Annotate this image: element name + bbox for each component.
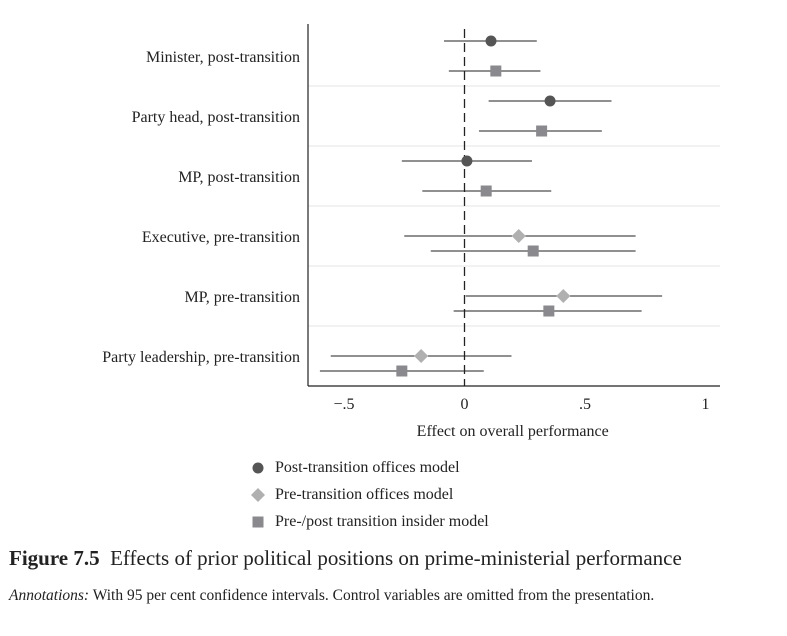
figure-caption: Figure 7.5 Effects of prior political po… [9, 546, 682, 571]
x-tick-label: 0 [461, 396, 469, 413]
x-tick-label: .5 [579, 396, 591, 413]
y-category-label: MP, pre-transition [184, 289, 300, 306]
legend-item: Post-transition offices model [250, 454, 489, 481]
circle-icon [252, 462, 264, 473]
legend-item: Pre-/post transition insider model [250, 508, 489, 535]
point-estimate-square [536, 125, 548, 137]
figure-label: Figure 7.5 [9, 546, 100, 570]
legend-label: Pre-/post transition insider model [275, 512, 489, 530]
legend-marker [252, 462, 264, 473]
point-estimate-diamond [511, 229, 526, 243]
y-category-label: Minister, post-transition [146, 49, 300, 66]
legend-marker [252, 516, 264, 527]
y-category-label: Executive, pre-transition [142, 229, 300, 246]
coefficient-plot: −.5 0 .5 1 Effect on overall performance Mini… [102, 24, 720, 440]
figure-title: Effects of prior political positions on … [110, 546, 682, 570]
note-text: With 95 per cent confidence intervals. C… [92, 587, 655, 604]
annotations-note: Annotations: With 95 per cent confidence… [9, 586, 775, 606]
point-estimate-diamond [556, 289, 571, 303]
point-estimate-square [490, 65, 502, 77]
legend: Post-transition offices model Pre-transit… [250, 454, 489, 535]
diamond-icon [251, 487, 265, 502]
point-estimate-circle [461, 155, 473, 167]
note-label: Annotations: [9, 587, 90, 604]
legend-label: Pre-transition offices model [275, 485, 454, 503]
point-estimate-diamond [414, 349, 429, 363]
square-icon [252, 516, 264, 527]
x-tick-label: 1 [702, 396, 710, 413]
point-estimate-square [480, 185, 492, 197]
point-estimate-square [527, 245, 539, 257]
x-tick-label: −.5 [333, 396, 354, 413]
point-estimate-circle [485, 35, 497, 47]
y-category-label: Party head, post-transition [132, 109, 300, 126]
legend-marker [251, 487, 265, 502]
y-category-label: MP, post-transition [178, 169, 300, 186]
y-category-label: Party leadership, pre-transition [102, 349, 300, 366]
legend-label: Post-transition offices model [275, 458, 460, 476]
point-estimate-square [543, 305, 555, 317]
point-estimate-square [396, 365, 408, 377]
x-axis-title: Effect on overall performance [417, 423, 609, 440]
point-estimate-circle [544, 95, 556, 107]
legend-item: Pre-transition offices model [250, 481, 489, 508]
